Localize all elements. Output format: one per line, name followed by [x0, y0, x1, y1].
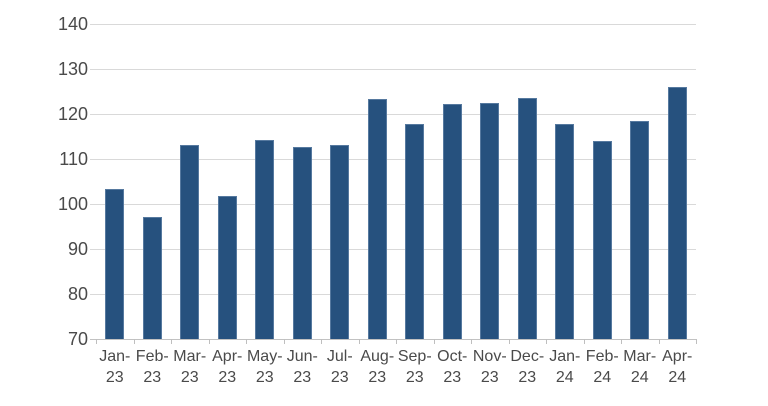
- y-tick-label: 70: [67, 329, 88, 349]
- x-tick-label-month: Sep-: [397, 348, 432, 365]
- y-tick-label: 110: [59, 149, 88, 169]
- x-tick-label: Jan- 23: [96, 346, 134, 388]
- x-tick-label-month: Jan-: [99, 348, 131, 365]
- y-tick-label: 120: [57, 104, 88, 124]
- x-tick-label-year: 23: [293, 369, 312, 386]
- bar: [480, 103, 500, 339]
- x-tick-label-year: 23: [443, 369, 462, 386]
- x-tick-label-year: 23: [105, 369, 124, 386]
- bar: [442, 103, 462, 339]
- bar: [555, 124, 575, 339]
- bar: [517, 97, 537, 339]
- bar: [367, 99, 387, 339]
- x-tick-label: Mar- 23: [171, 346, 209, 388]
- x-tick-label: Apr- 23: [209, 346, 247, 388]
- axis-tick: [471, 339, 472, 344]
- x-tick-label-month: May-: [246, 348, 283, 365]
- axis-tick: [396, 339, 397, 344]
- y-tick-label: 90: [67, 239, 88, 259]
- x-tick-label: Jun- 23: [284, 346, 322, 388]
- x-tick-label: May- 23: [246, 346, 284, 388]
- gridline: [90, 294, 696, 295]
- x-tick-label: Feb- 23: [134, 346, 172, 388]
- axis-tick: [133, 339, 135, 344]
- x-tick-label-year: 23: [143, 369, 162, 386]
- gridline: [90, 69, 696, 70]
- x-tick-label-month: Feb-: [135, 348, 169, 365]
- y-tick-label: 140: [57, 14, 88, 34]
- x-tick-label-month: Jun-: [286, 348, 318, 365]
- axis-tick: [546, 339, 547, 344]
- gridline: [90, 114, 696, 115]
- x-tick-label-month: Jan-: [549, 348, 581, 365]
- x-tick-label-year: 23: [480, 369, 499, 386]
- x-tick-label-year: 24: [630, 369, 649, 386]
- axis-tick: [283, 339, 285, 344]
- x-tick-label-month: Aug-: [360, 348, 395, 365]
- y-tick-label: 80: [67, 284, 88, 304]
- x-tick-label: Apr- 24: [659, 346, 697, 388]
- y-tick-label: 130: [57, 59, 88, 79]
- y-tick-label: 100: [57, 194, 88, 214]
- x-tick-label: Sep- 23: [396, 346, 434, 388]
- x-tick-label-month: Apr-: [212, 348, 243, 365]
- x-tick-label: Dec- 23: [509, 346, 547, 388]
- x-tick-label-month: Feb-: [585, 348, 619, 365]
- x-tick-label: Mar- 24: [621, 346, 659, 388]
- axis-tick: [321, 339, 322, 344]
- axis-tick: [96, 339, 97, 344]
- x-tick-label-year: 23: [330, 369, 349, 386]
- x-tick-label: Nov- 23: [471, 346, 509, 388]
- gridline: [90, 159, 696, 160]
- x-tick-label-year: 23: [180, 369, 199, 386]
- gridline: [90, 24, 696, 25]
- axis-tick: [246, 339, 247, 344]
- bar: [667, 87, 687, 339]
- x-tick-label-year: 23: [368, 369, 387, 386]
- x-tick-label-year: 23: [518, 369, 537, 386]
- axis-tick: [508, 339, 510, 344]
- axis-tick: [433, 339, 435, 344]
- x-tick-label-month: Apr-: [662, 348, 693, 365]
- x-tick-label: Aug- 23: [359, 346, 397, 388]
- x-axis-line: [90, 339, 696, 340]
- x-tick-label: Jan- 24: [546, 346, 584, 388]
- x-tick-label-year: 23: [405, 369, 424, 386]
- x-tick-label-month: Dec-: [510, 348, 545, 365]
- bar: [592, 141, 612, 339]
- axis-tick: [658, 339, 660, 344]
- bar: [405, 124, 425, 339]
- bar: [105, 189, 125, 339]
- x-tick-label: Oct- 23: [434, 346, 472, 388]
- x-tick-label-month: Oct-: [437, 348, 468, 365]
- axis-tick: [171, 339, 172, 344]
- bar: [255, 140, 275, 339]
- x-tick-label-year: 23: [255, 369, 274, 386]
- x-tick-label-year: 24: [668, 369, 687, 386]
- bar: [630, 120, 650, 339]
- x-tick-label: Jul- 23: [321, 346, 359, 388]
- axis-tick: [621, 339, 622, 344]
- bar: [330, 145, 350, 339]
- bar: [180, 144, 200, 339]
- x-tick-label-year: 24: [555, 369, 574, 386]
- bar: [292, 146, 312, 339]
- x-tick-label: Feb- 24: [584, 346, 622, 388]
- x-tick-label-month: Mar-: [623, 348, 657, 365]
- x-tick-label-month: Mar-: [173, 348, 207, 365]
- axis-tick: [583, 339, 585, 344]
- x-tick-label-year: 23: [218, 369, 237, 386]
- x-tick-label-year: 24: [593, 369, 612, 386]
- axis-tick: [696, 339, 697, 344]
- gridline: [90, 204, 696, 205]
- x-tick-label-month: Nov-: [472, 348, 507, 365]
- bar: [217, 195, 237, 339]
- x-tick-label-month: Jul-: [326, 348, 353, 365]
- axis-tick: [358, 339, 360, 344]
- bar: [142, 216, 162, 339]
- gridline: [90, 249, 696, 250]
- axis-tick: [208, 339, 210, 344]
